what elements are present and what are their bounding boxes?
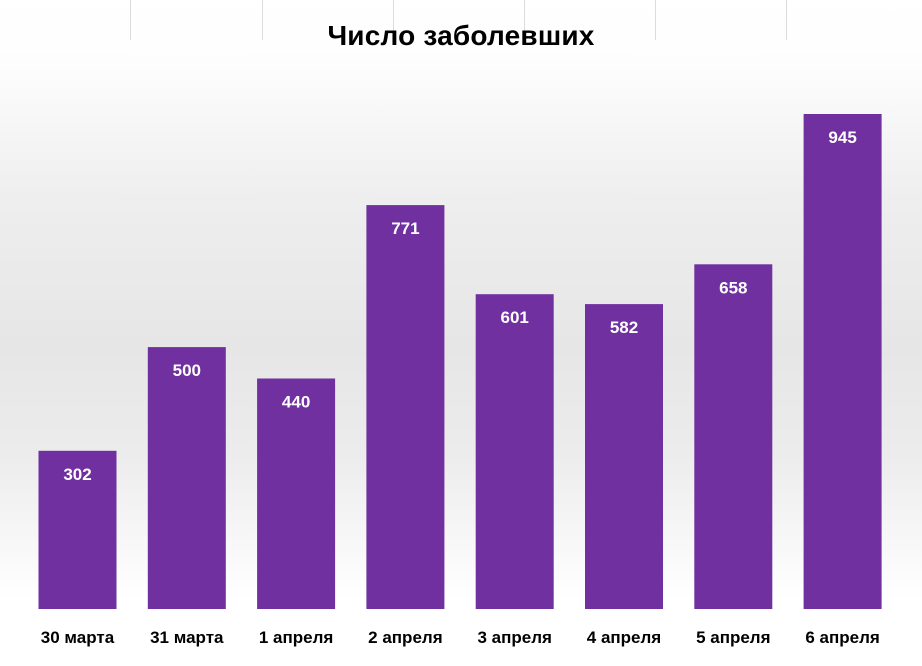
chart-title: Число заболевших: [327, 20, 595, 51]
category-label: 4 апреля: [587, 628, 661, 647]
data-label: 440: [282, 393, 310, 412]
category-label: 6 апреля: [805, 628, 879, 647]
data-label: 658: [719, 278, 747, 297]
category-label: 1 апреля: [259, 628, 333, 647]
background-line: [130, 0, 131, 40]
category-label: 3 апреля: [477, 628, 551, 647]
bar: [147, 347, 226, 609]
data-label: 601: [501, 308, 529, 327]
bar: [366, 205, 445, 609]
bar: [585, 304, 663, 609]
bar: [694, 264, 773, 609]
bar: [38, 450, 117, 609]
data-label: 945: [828, 128, 856, 147]
data-label: 302: [63, 465, 91, 484]
category-label: 2 апреля: [368, 628, 442, 647]
bar: [257, 378, 336, 609]
background-line: [262, 0, 263, 40]
background-line: [393, 0, 394, 40]
background-line: [786, 0, 787, 40]
data-label: 582: [610, 318, 638, 337]
bar: [803, 114, 882, 609]
bar: [475, 294, 554, 609]
data-label: 500: [173, 361, 201, 380]
background-line: [524, 0, 525, 40]
background-line: [655, 0, 656, 40]
data-label: 771: [391, 219, 419, 238]
category-label: 5 апреля: [696, 628, 770, 647]
category-label: 30 марта: [41, 628, 115, 647]
category-label: 31 марта: [150, 628, 224, 647]
